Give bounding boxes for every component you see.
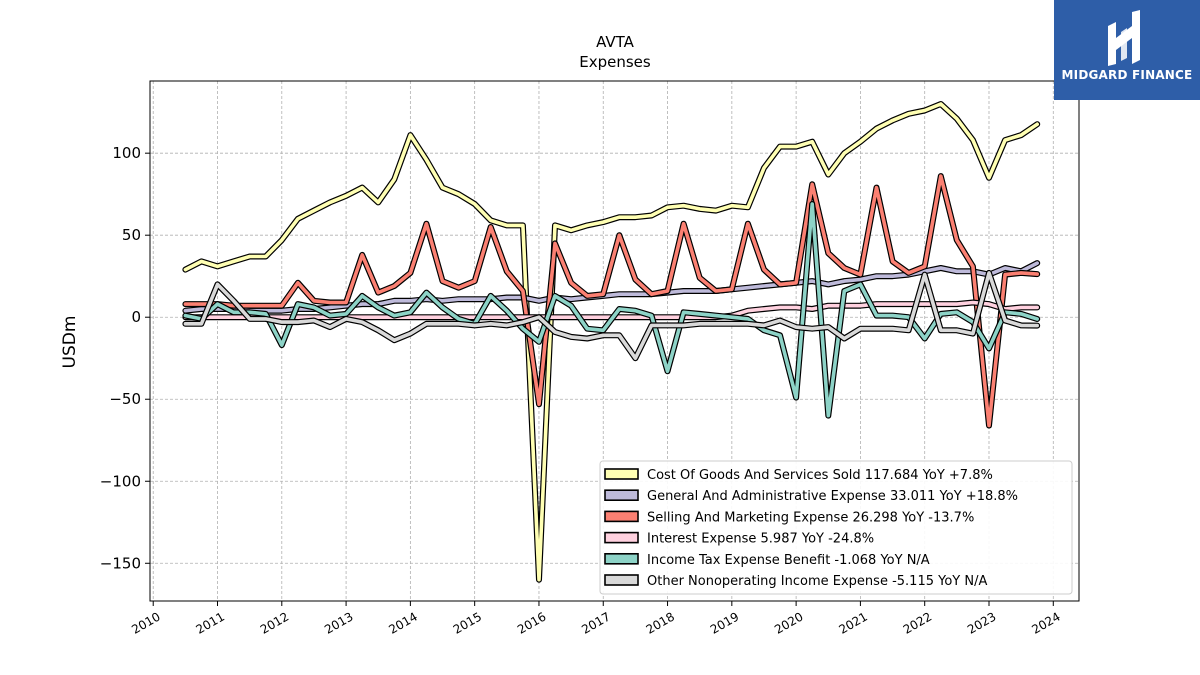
midgard-finance-logo: MIDGARD FINANCE (1054, 0, 1200, 100)
y-tick-label: −100 (100, 472, 141, 490)
midgard-logo-icon (1108, 10, 1140, 66)
series-cost-of-goods-and-services-sold (182, 101, 1041, 583)
legend-swatch (604, 531, 639, 544)
legend-swatch (604, 510, 639, 523)
series-income-tax-expense-benefit (182, 201, 1041, 419)
y-tick-label: 0 (131, 308, 141, 326)
legend: Cost Of Goods And Services Sold 117.684 … (599, 460, 1073, 595)
legend-swatch (604, 468, 639, 480)
plot-frame (149, 80, 1080, 602)
series-line (183, 202, 1039, 418)
series-other-nonoperating-income-expense (182, 269, 1041, 362)
legend-label: General And Administrative Expense 33.01… (647, 489, 1018, 504)
legend-label: Interest Expense 5.987 YoY -24.8% (647, 532, 874, 547)
series-line (183, 174, 1039, 428)
legend-label: Cost Of Goods And Services Sold 117.684 … (647, 468, 993, 483)
legend-label: Other Nonoperating Income Expense -5.115… (647, 574, 987, 589)
legend-box (599, 460, 1073, 595)
y-tick-label: −150 (100, 554, 141, 572)
series-general-and-administrative-expense (182, 260, 1041, 314)
legend-swatch (604, 489, 639, 502)
series-lines (182, 101, 1041, 583)
legend-swatch (604, 552, 639, 565)
y-axis-label: USDm (60, 316, 80, 369)
y-tick-label: 100 (112, 144, 141, 162)
gridlines (150, 81, 1079, 601)
legend-label: Income Tax Expense Benefit -1.068 YoY N/… (647, 553, 930, 568)
series-line (183, 271, 1039, 361)
series-line (183, 102, 1039, 582)
legend-label: Selling And Marketing Expense 26.298 YoY… (647, 510, 974, 525)
series-selling-and-marketing-expense (182, 173, 1041, 429)
chart-title: AVTA (596, 33, 635, 51)
chart-subtitle: Expenses (579, 53, 651, 71)
series-line (183, 261, 1039, 313)
legend-swatch (604, 574, 639, 586)
logo-text: MIDGARD FINANCE (1061, 68, 1193, 82)
y-tick-label: 50 (122, 226, 141, 244)
y-tick-label: −50 (109, 390, 141, 408)
